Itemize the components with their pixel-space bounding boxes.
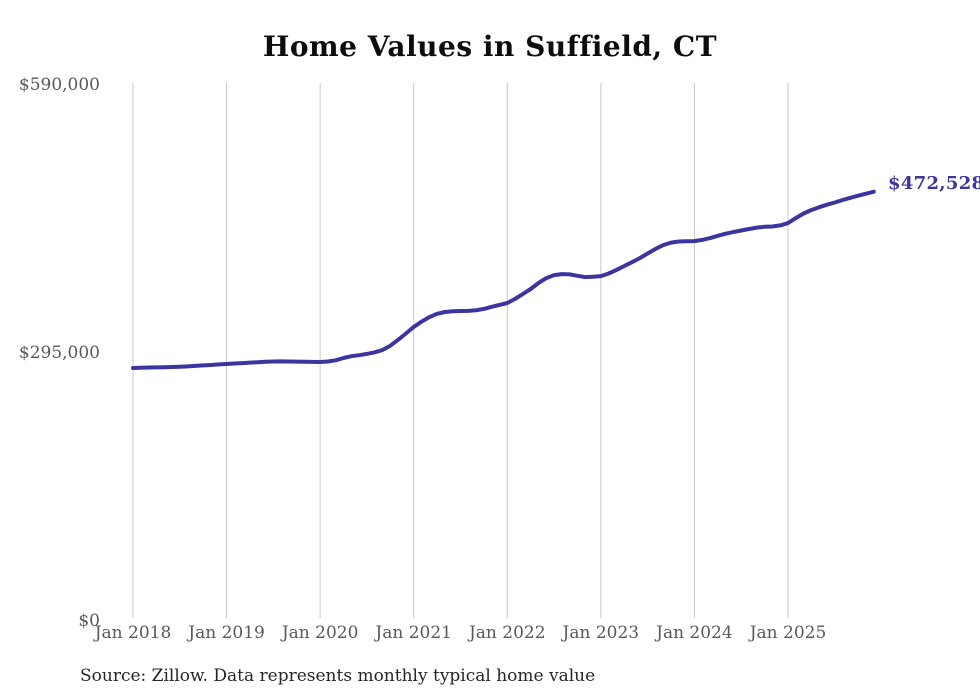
x-tick-label: Jan 2020 bbox=[281, 623, 359, 643]
source-note: Source: Zillow. Data represents monthly … bbox=[80, 666, 596, 686]
latest-value-label: $472,528 bbox=[888, 173, 980, 194]
x-tick-label: Jan 2023 bbox=[562, 623, 640, 643]
x-tick-label: Jan 2019 bbox=[188, 623, 265, 643]
y-tick-label-590000: $590,000 bbox=[18, 75, 100, 95]
x-tick-label: Jan 2025 bbox=[749, 623, 827, 643]
x-tick-label: Jan 2022 bbox=[468, 623, 546, 643]
x-tick-label: Jan 2018 bbox=[94, 623, 172, 643]
home-value-line bbox=[131, 189, 876, 370]
chart-title: Home Values in Suffield, CT bbox=[262, 30, 718, 63]
x-tick-label: Jan 2021 bbox=[375, 623, 452, 643]
y-tick-label-0: $0 bbox=[78, 611, 100, 631]
y-tick-label-295000: $295,000 bbox=[18, 343, 100, 363]
x-tick-label: Jan 2024 bbox=[656, 623, 733, 643]
